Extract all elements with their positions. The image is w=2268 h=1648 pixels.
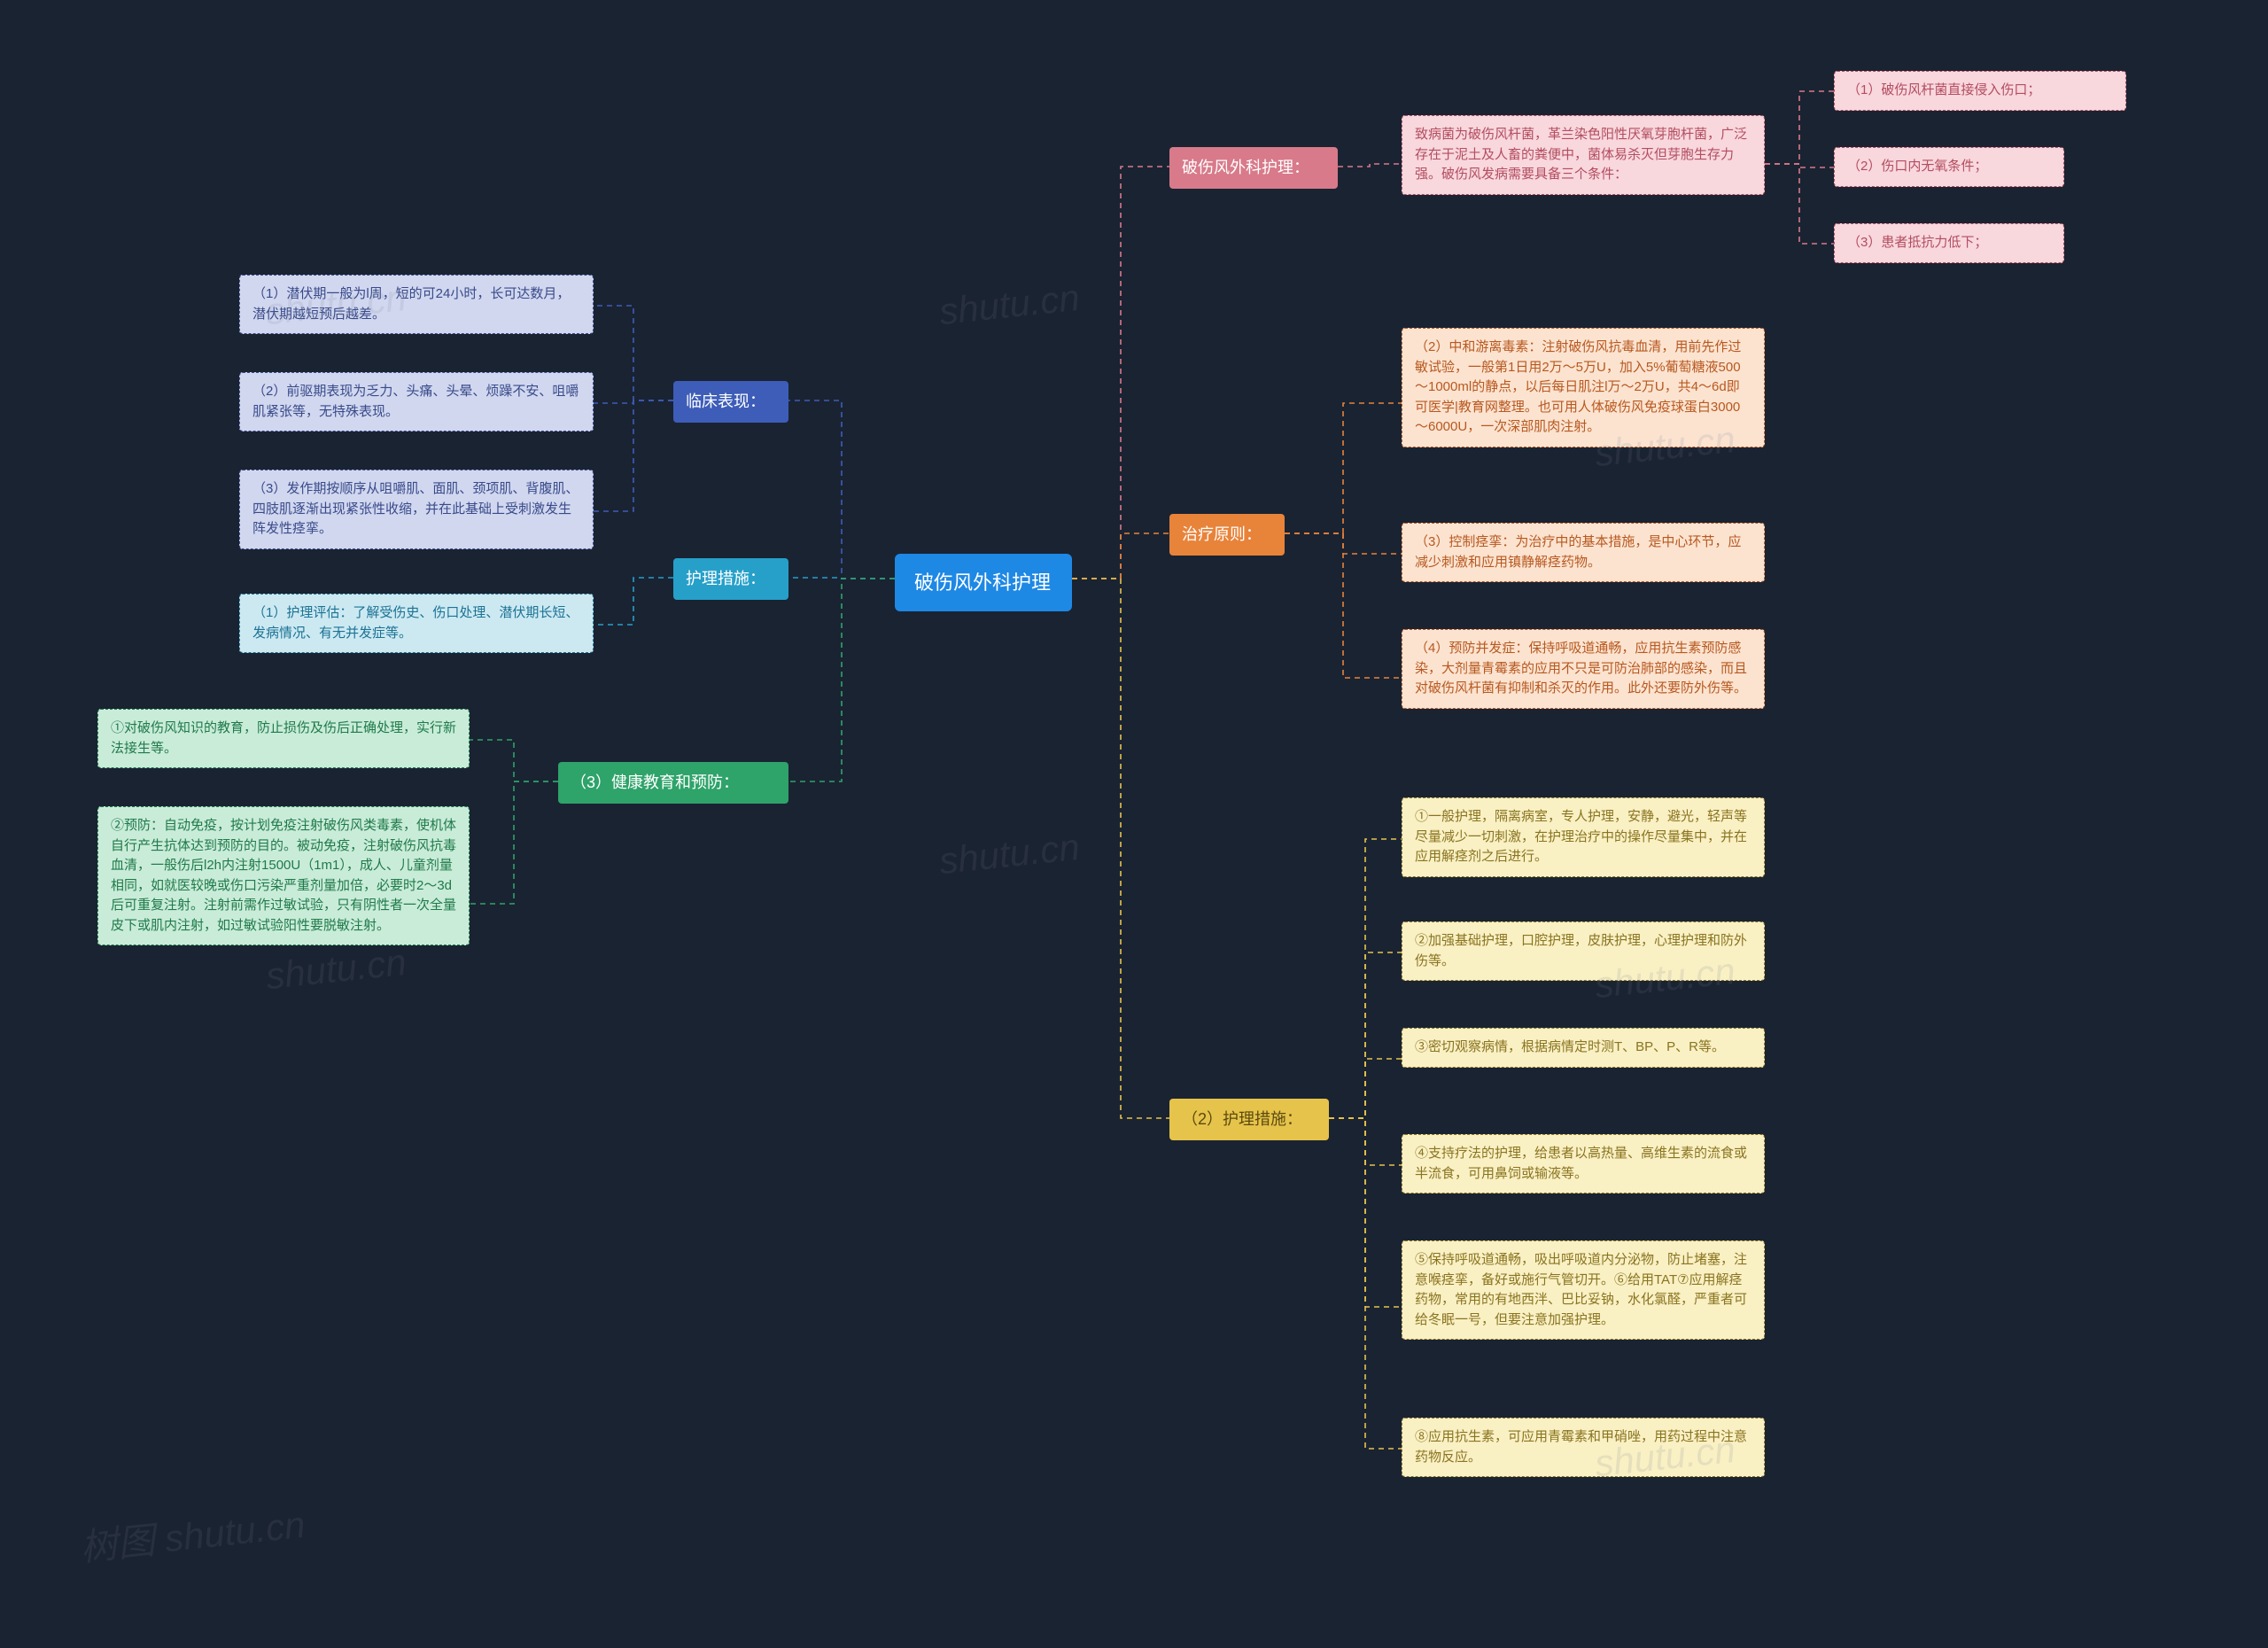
leaf-node: ①一般护理，隔离病室，专人护理，安静，避光，轻声等尽量减少一切刺激，在护理治疗中…: [1402, 797, 1765, 877]
leaf-node: （1）护理评估：了解受伤史、伤口处理、潜伏期长短、发病情况、有无并发症等。: [239, 594, 594, 653]
mindmap-container: 破伤风外科护理 破伤风外科护理： 致病菌为破伤风杆菌，革兰染色阳性厌氧芽胞杆菌，广泛…: [0, 0, 2268, 1648]
branch-node: 护理措施：: [673, 558, 788, 600]
center-node: 破伤风外科护理: [895, 554, 1072, 611]
leaf-node: （3）控制痉挛：为治疗中的基本措施，是中心环节，应减少刺激和应用镇静解痉药物。: [1402, 523, 1765, 582]
branch-node: （3）健康教育和预防：: [558, 762, 788, 804]
leaf-node: 致病菌为破伤风杆菌，革兰染色阳性厌氧芽胞杆菌，广泛存在于泥土及人畜的粪便中，菌体…: [1402, 115, 1765, 195]
leaf-node: ③密切观察病情，根据病情定时测T、BP、P、R等。: [1402, 1028, 1765, 1068]
leaf-node: （1）破伤风杆菌直接侵入伤口；: [1834, 71, 2126, 111]
leaf-node: （4）预防并发症：保持呼吸道通畅，应用抗生素预防感染，大剂量青霉素的应用不只是可…: [1402, 629, 1765, 709]
branch-node: 破伤风外科护理：: [1169, 147, 1338, 189]
watermark: 树图 shutu.cn: [78, 1495, 307, 1572]
watermark: shutu.cn: [937, 276, 1082, 333]
leaf-node: ②预防：自动免疫，按计划免疫注射破伤风类毒素，使机体自行产生抗体达到预防的目的。…: [97, 806, 470, 945]
leaf-node: （2）中和游离毒素：注射破伤风抗毒血清，用前先作过敏试验，一般第1日用2万～5万…: [1402, 328, 1765, 447]
branch-node: 临床表现：: [673, 381, 788, 423]
watermark: shutu.cn: [937, 826, 1082, 882]
branch-node: 治疗原则：: [1169, 514, 1285, 556]
watermark: shutu.cn: [264, 941, 408, 998]
leaf-node: ⑤保持呼吸道通畅，吸出呼吸道内分泌物，防止堵塞，注意喉痉挛，备好或施行气管切开。…: [1402, 1240, 1765, 1340]
leaf-node: （1）潜伏期一般为l周，短的可24小时，长可达数月，潜伏期越短预后越差。: [239, 275, 594, 334]
leaf-node: ②加强基础护理，口腔护理，皮肤护理，心理护理和防外伤等。: [1402, 921, 1765, 981]
branch-node: （2）护理措施：: [1169, 1099, 1329, 1140]
leaf-node: （3）患者抵抗力低下；: [1834, 223, 2064, 263]
leaf-node: （3）发作期按顺序从咀嚼肌、面肌、颈项肌、背腹肌、四肢肌逐渐出现紧张性收缩，并在…: [239, 470, 594, 549]
leaf-node: ⑧应用抗生素，可应用青霉素和甲硝唑，用药过程中注意药物反应。: [1402, 1418, 1765, 1477]
leaf-node: （2）前驱期表现为乏力、头痛、头晕、烦躁不安、咀嚼肌紧张等，无特殊表现。: [239, 372, 594, 431]
leaf-node: ④支持疗法的护理，给患者以高热量、高维生素的流食或半流食，可用鼻饲或输液等。: [1402, 1134, 1765, 1193]
leaf-node: ①对破伤风知识的教育，防止损伤及伤后正确处理，实行新法接生等。: [97, 709, 470, 768]
leaf-node: （2）伤口内无氧条件；: [1834, 147, 2064, 187]
